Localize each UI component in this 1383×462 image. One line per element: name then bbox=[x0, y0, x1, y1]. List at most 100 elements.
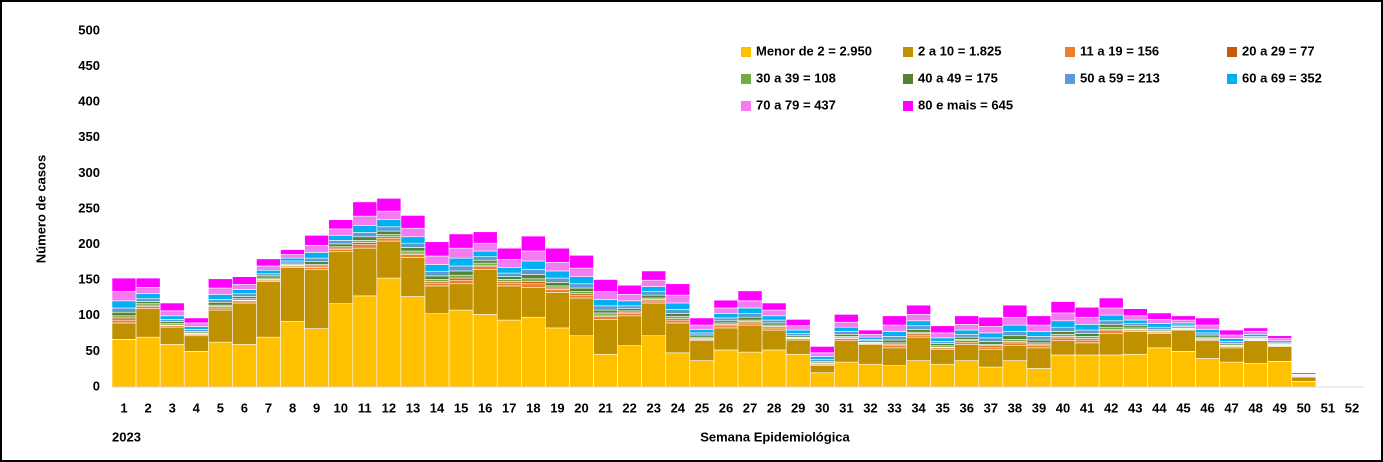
bar-segment bbox=[232, 284, 257, 290]
bar-segment bbox=[304, 261, 329, 265]
x-tick-label: 46 bbox=[1200, 400, 1214, 415]
bar-segment bbox=[400, 242, 426, 248]
bar-segment bbox=[593, 305, 618, 311]
bar-segment bbox=[761, 349, 787, 388]
bar-segment bbox=[352, 240, 378, 243]
bar-segment bbox=[111, 307, 137, 313]
bar-segment bbox=[496, 285, 522, 321]
bar-segment bbox=[352, 247, 378, 297]
bar-segment bbox=[1147, 319, 1172, 324]
bar-segment bbox=[1122, 308, 1148, 317]
bar-segment bbox=[1219, 347, 1244, 363]
x-tick-label: 8 bbox=[289, 400, 296, 415]
y-tick-label: 350 bbox=[78, 129, 100, 144]
bar-segment bbox=[1122, 319, 1148, 324]
bar-segment bbox=[304, 235, 329, 246]
bar-segment bbox=[1147, 326, 1172, 330]
bar-segment bbox=[593, 316, 618, 320]
bar-segment bbox=[882, 365, 907, 388]
bar-segment bbox=[256, 258, 281, 267]
bar-segment bbox=[906, 304, 931, 315]
bar-segment bbox=[737, 324, 763, 353]
bar-segment bbox=[545, 282, 570, 287]
bar-segment bbox=[785, 319, 811, 327]
x-tick-label: 40 bbox=[1056, 400, 1070, 415]
legend-swatch bbox=[903, 47, 913, 57]
bar-segment bbox=[1243, 363, 1268, 388]
bar-segment bbox=[1002, 316, 1028, 326]
x-tick-label: 21 bbox=[598, 400, 612, 415]
bar-segment bbox=[1098, 324, 1124, 328]
x-tick-label: 17 bbox=[502, 400, 516, 415]
y-tick-label: 300 bbox=[78, 165, 100, 180]
y-tick-label: 250 bbox=[78, 200, 100, 215]
x-tick-label: 36 bbox=[959, 400, 973, 415]
x-tick-label: 19 bbox=[550, 400, 564, 415]
legend-label: 40 a 49 = 175 bbox=[918, 70, 998, 85]
bar-segment bbox=[521, 287, 546, 318]
bar-segment bbox=[1171, 329, 1196, 352]
bar-segment bbox=[906, 334, 931, 338]
y-tick-label: 200 bbox=[78, 236, 100, 251]
bar-segment bbox=[834, 338, 859, 342]
legend-swatch bbox=[1227, 47, 1237, 57]
bar-segment bbox=[1219, 361, 1244, 388]
bar-segment bbox=[665, 322, 691, 354]
bar-segment bbox=[906, 360, 931, 388]
x-tick-label: 43 bbox=[1128, 400, 1142, 415]
bar-segment bbox=[424, 241, 450, 257]
bar-segment bbox=[1074, 339, 1100, 344]
bar-segment bbox=[569, 291, 594, 295]
bar-segment bbox=[834, 331, 859, 335]
legend-swatch bbox=[1227, 74, 1237, 84]
bar-segment bbox=[641, 270, 667, 281]
bar-segment bbox=[159, 302, 185, 312]
bar-segment bbox=[641, 300, 667, 304]
x-tick-label: 9 bbox=[313, 400, 320, 415]
x-tick-label: 30 bbox=[815, 400, 829, 415]
bar-segment bbox=[472, 314, 498, 388]
bar-segment bbox=[545, 247, 570, 263]
bar-segment bbox=[858, 329, 883, 335]
bar-segment bbox=[376, 230, 402, 235]
y-tick-label: 100 bbox=[78, 307, 100, 322]
bar-segment bbox=[376, 234, 402, 238]
bar-segment bbox=[761, 315, 787, 321]
bar-segment bbox=[304, 245, 329, 253]
bar-segment bbox=[521, 260, 546, 270]
bar-segment bbox=[834, 340, 859, 363]
bar-segment bbox=[376, 240, 402, 279]
bar-segment bbox=[328, 251, 354, 304]
bar-segment bbox=[424, 313, 450, 388]
bar-segment bbox=[665, 316, 691, 319]
bar-segment bbox=[1026, 347, 1052, 369]
bar-segment bbox=[882, 345, 907, 349]
x-tick-label: 38 bbox=[1008, 400, 1022, 415]
bar-segment bbox=[978, 341, 1004, 345]
x-tick-label: 47 bbox=[1224, 400, 1238, 415]
x-tick-label: 16 bbox=[478, 400, 492, 415]
x-tick-label: 32 bbox=[863, 400, 877, 415]
bar-segment bbox=[1026, 345, 1052, 349]
bar-segment bbox=[978, 348, 1004, 368]
bar-segment bbox=[352, 242, 378, 245]
bar-segment bbox=[472, 259, 498, 264]
bar-segment bbox=[496, 282, 522, 287]
bar-segment bbox=[689, 329, 715, 334]
bar-segment bbox=[328, 243, 354, 248]
bar-segment bbox=[208, 294, 233, 300]
bar-segment bbox=[183, 351, 209, 388]
bar-segment bbox=[400, 257, 426, 297]
bar-segment bbox=[183, 322, 209, 327]
bar-segment bbox=[232, 276, 257, 285]
bar-segment bbox=[328, 249, 354, 253]
bar-segment bbox=[111, 322, 137, 340]
bar-segment bbox=[376, 277, 402, 388]
bar-segment bbox=[183, 326, 209, 330]
bar-segment bbox=[545, 327, 570, 388]
bar-segment bbox=[135, 306, 161, 309]
bar-segment bbox=[785, 325, 811, 331]
bar-segment bbox=[400, 296, 426, 388]
bar-segment bbox=[1098, 314, 1124, 322]
